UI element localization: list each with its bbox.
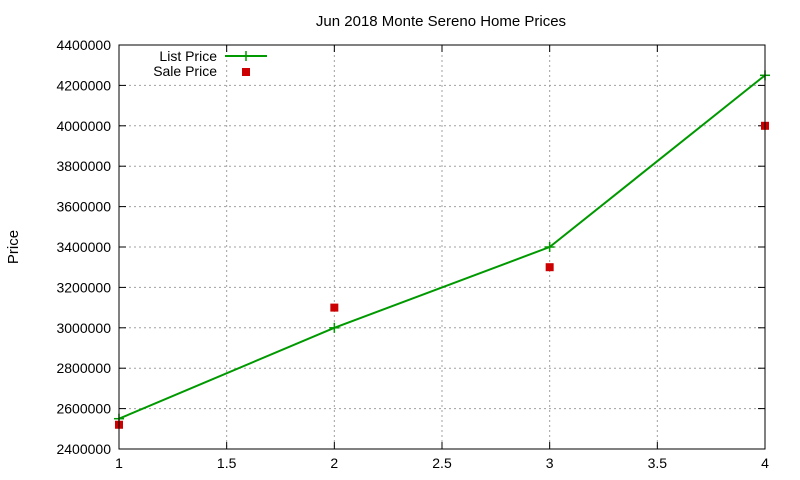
x-axis-ticks: 1 1.5 2 2.5 3 3.5 4 [115, 45, 769, 471]
list-price-point [329, 322, 340, 333]
y-tick-label: 4400000 [56, 37, 111, 53]
y-tick-label: 2800000 [56, 360, 111, 376]
y-tick-label: 2600000 [56, 401, 111, 417]
y-tick-label: 3600000 [56, 199, 111, 215]
list-price-point [544, 242, 555, 252]
y-tick-label: 4200000 [56, 77, 111, 93]
x-tick-label: 2.5 [432, 455, 452, 471]
grid-lines [119, 45, 765, 449]
x-tick-label: 2 [330, 455, 338, 471]
legend-marker-sale-price [242, 68, 250, 76]
y-axis-ticks: 2400000 2600000 2800000 3000000 3200000 34000… [56, 37, 765, 457]
legend-label-list-price: List Price [159, 48, 217, 64]
y-tick-label: 3800000 [56, 158, 111, 174]
sale-price-point [330, 303, 339, 312]
chart-title: Jun 2018 Monte Sereno Home Prices [316, 13, 566, 30]
data-series [114, 70, 770, 429]
y-tick-label: 3000000 [56, 320, 111, 336]
plot-frame [118, 44, 766, 450]
x-tick-label: 1 [115, 455, 123, 471]
y-tick-label: 4000000 [56, 118, 111, 134]
y-axis-label: Price [5, 230, 22, 264]
y-tick-label: 3200000 [56, 279, 111, 295]
list-price-line [118, 74, 766, 420]
x-tick-label: 4 [761, 455, 769, 471]
x-tick-label: 1.5 [217, 455, 237, 471]
y-tick-label: 3400000 [56, 239, 111, 255]
sale-price-point [545, 263, 554, 272]
x-tick-label: 3 [546, 455, 554, 471]
x-tick-label: 3.5 [648, 455, 668, 471]
legend-label-sale-price: Sale Price [153, 63, 217, 79]
y-tick-label: 2400000 [56, 441, 111, 457]
